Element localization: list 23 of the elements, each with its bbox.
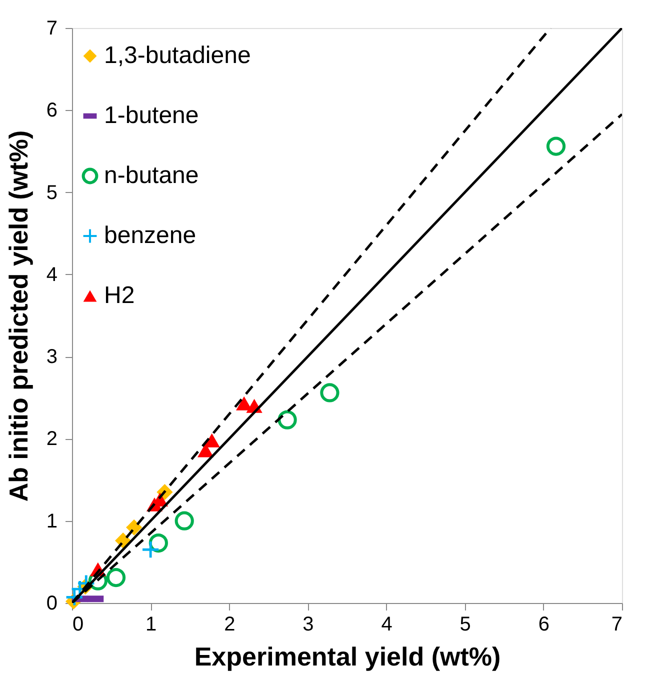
x-tick-label: 4 xyxy=(381,614,392,636)
y-tick-label: 5 xyxy=(46,182,58,204)
legend-label: 1,3-butadiene xyxy=(104,42,251,69)
y-tick-label: 1 xyxy=(46,510,58,532)
x-tick-label: 1 xyxy=(146,614,157,636)
y-tick-label: 2 xyxy=(46,428,58,450)
x-tick-label: 7 xyxy=(611,614,622,636)
y-axis-title: Ab initio predicted yield (wt%) xyxy=(3,130,34,502)
x-tick-label: 2 xyxy=(224,614,236,636)
legend-label: n-butane xyxy=(104,162,199,189)
y-tick-label: 6 xyxy=(46,100,58,122)
x-tick-label: 6 xyxy=(538,614,550,636)
x-tick-label: 5 xyxy=(460,614,471,636)
y-tick-label: 0 xyxy=(46,592,58,614)
x-tick-label: 3 xyxy=(302,614,314,636)
y-tick-label: 4 xyxy=(46,264,58,286)
x-tick-label: 0 xyxy=(72,614,84,636)
y-tick-label: 3 xyxy=(46,346,58,368)
legend-label: 1-butene xyxy=(104,102,199,129)
legend-label: benzene xyxy=(104,222,196,249)
y-tick-label: 7 xyxy=(46,18,58,40)
x-axis-title: Experimental yield (wt%) xyxy=(194,642,501,672)
legend-label: H2 xyxy=(104,282,135,309)
